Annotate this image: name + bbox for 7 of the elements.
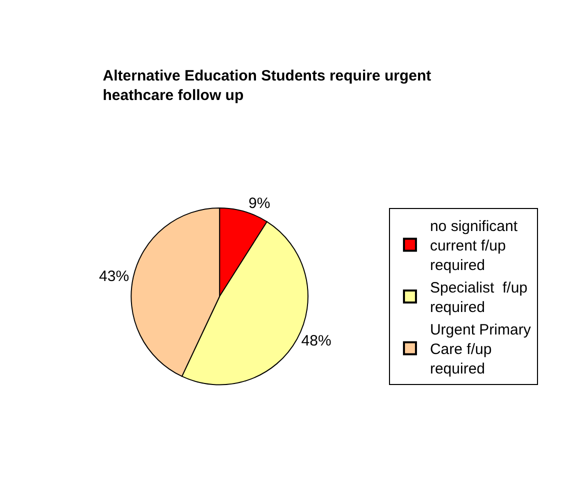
data-label: 43%: [99, 268, 130, 286]
legend-label: no significant current f/up required: [430, 218, 518, 274]
legend-label: Specialist f/up required: [430, 280, 528, 316]
legend-label: Urgent Primary Care f/up required: [430, 322, 532, 378]
data-label: 9%: [248, 195, 270, 212]
data-label: 48%: [301, 332, 332, 350]
chart-title: Alternative Education Students require urgent heathcare follow up: [102, 67, 432, 104]
